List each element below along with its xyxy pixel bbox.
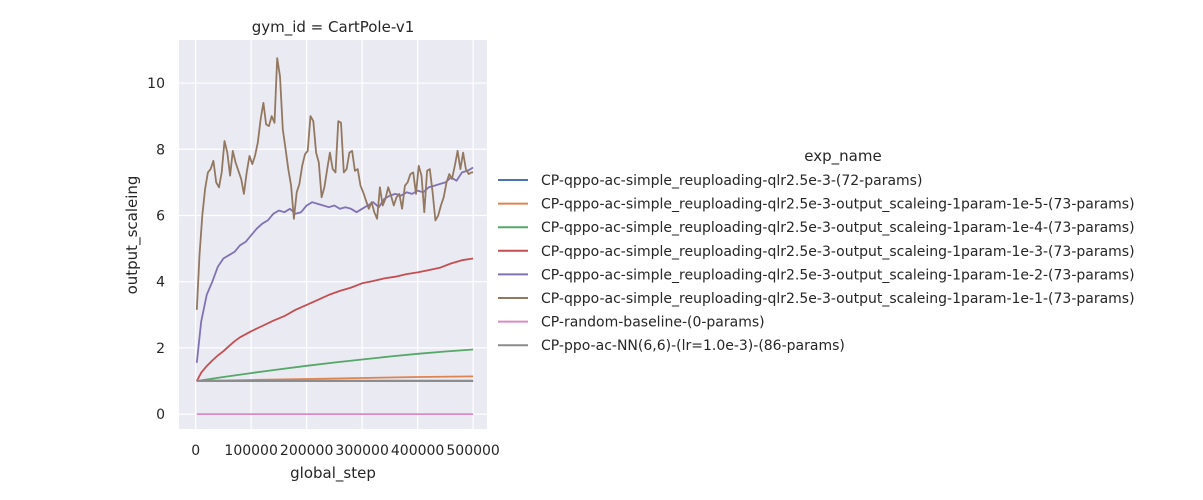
x-axis-label: global_step — [290, 464, 376, 483]
legend-entry: CP-qppo-ac-simple_reuploading-qlr2.5e-3-… — [541, 173, 922, 189]
x-tick-label: 0 — [191, 443, 200, 459]
plot-background — [179, 40, 487, 429]
x-tick-label: 200000 — [280, 443, 333, 459]
series-line — [195, 166, 474, 363]
legend-entry: CP-qppo-ac-simple_reuploading-qlr2.5e-3-… — [541, 244, 1135, 260]
legend-title: exp_name — [804, 147, 881, 166]
chart-title: gym_id = CartPole-v1 — [252, 18, 415, 37]
y-tick-labels: 0 2 4 6 8 10 — [147, 76, 165, 423]
series-lines — [195, 57, 474, 416]
legend: exp_name CP-qppo-ac-simple_reuploading-q… — [498, 147, 1135, 354]
x-tick-label: 500000 — [446, 443, 499, 459]
legend-entry: CP-qppo-ac-simple_reuploading-qlr2.5e-3-… — [541, 197, 1135, 213]
legend-entry: CP-ppo-ac-NN(6,6)-(lr=1.0e-3)-(86-params… — [541, 338, 845, 354]
series-line — [196, 257, 474, 382]
legend-entry: CP-qppo-ac-simple_reuploading-qlr2.5e-3-… — [541, 267, 1135, 283]
legend-entry: CP-qppo-ac-simple_reuploading-qlr2.5e-3-… — [541, 291, 1135, 307]
y-tick-label: 4 — [156, 275, 165, 291]
y-tick-label: 8 — [156, 142, 165, 158]
legend-entry: CP-random-baseline-(0-params) — [541, 315, 765, 331]
y-tick-label: 10 — [147, 76, 165, 92]
y-tick-label: 2 — [156, 341, 165, 357]
x-tick-labels: 0 100000 200000 300000 400000 500000 — [191, 443, 500, 459]
y-tick-label: 0 — [156, 407, 165, 423]
x-tick-label: 300000 — [335, 443, 388, 459]
series-line — [195, 57, 474, 310]
y-axis-label: output_scaleing — [123, 176, 142, 295]
x-tick-label: 400000 — [391, 443, 444, 459]
y-tick-label: 6 — [156, 208, 165, 224]
legend-items: CP-qppo-ac-simple_reuploading-qlr2.5e-3-… — [498, 173, 1135, 354]
series-line — [196, 348, 474, 382]
x-tick-label: 100000 — [224, 443, 277, 459]
legend-entry: CP-qppo-ac-simple_reuploading-qlr2.5e-3-… — [541, 220, 1135, 236]
